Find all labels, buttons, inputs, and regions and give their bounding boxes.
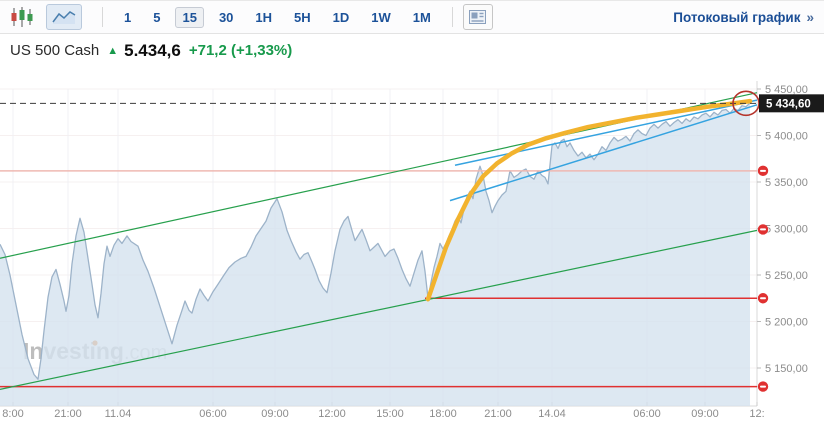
y-axis-labels: 5 450,00 5 400,00 5 350,00 5 300,00 5 250,00… — [765, 84, 808, 375]
last-price: 5.434,6 — [124, 40, 181, 60]
price-area-series — [0, 102, 751, 406]
chart-toolbar: 1 5 15 30 1H 5H 1D 1W 1M Потоковый график» — [0, 1, 824, 34]
svg-text:06:00: 06:00 — [199, 408, 227, 420]
svg-text:12:: 12: — [749, 408, 764, 420]
svg-text:21:00: 21:00 — [54, 408, 82, 420]
svg-text:06:00: 06:00 — [633, 408, 661, 420]
timeframe-30[interactable]: 30 — [218, 9, 234, 25]
price-up-arrow-icon: ▲ — [107, 44, 119, 57]
price-chart-svg[interactable]: Investing.com5 450,005 400,005 350,005 3… — [0, 67, 824, 429]
timeframe-1m[interactable]: 1M — [412, 9, 431, 25]
symbol-row: US 500 Cash ▲ 5.434,6 +71,2 (+1,33%) — [0, 34, 824, 67]
news-panel-button[interactable] — [462, 4, 493, 30]
axis-alert-markers[interactable] — [757, 165, 769, 392]
chevron-right-icon: » — [806, 9, 814, 25]
svg-text:5 150,00: 5 150,00 — [765, 363, 808, 375]
timeframe-5[interactable]: 5 — [153, 9, 161, 25]
x-axis-labels: 8:00 21:00 11.04 06:00 09:00 12:00 15:00 18:00 2… — [2, 408, 764, 420]
timeframe-1w[interactable]: 1W — [371, 9, 391, 25]
news-panel-icon — [469, 10, 487, 24]
svg-text:21:00: 21:00 — [484, 408, 512, 420]
symbol-name: US 500 Cash — [10, 42, 100, 59]
horizontal-levels[interactable] — [0, 170, 757, 388]
svg-text:5 434,60: 5 434,60 — [766, 98, 811, 110]
timeframe-15[interactable]: 15 — [175, 6, 204, 28]
yellow-trend-curve[interactable] — [425, 98, 753, 302]
svg-text:18:00: 18:00 — [429, 408, 457, 420]
svg-text:5 400,00: 5 400,00 — [765, 131, 808, 143]
blue-trend-upper — [454, 99, 758, 166]
svg-text:5 200,00: 5 200,00 — [765, 317, 808, 329]
svg-text:09:00: 09:00 — [261, 408, 289, 420]
svg-text:5 450,00: 5 450,00 — [765, 84, 808, 96]
svg-text:5 250,00: 5 250,00 — [765, 270, 808, 282]
svg-text:15:00: 15:00 — [376, 408, 404, 420]
timeframe-list: 1 5 15 30 1H 5H 1D 1W 1M — [113, 6, 442, 28]
timeframe-5h[interactable]: 5H — [294, 9, 311, 25]
area-chart-icon — [52, 9, 76, 25]
timeframe-1d[interactable]: 1D — [332, 9, 350, 25]
candlestick-chart-icon[interactable] — [10, 6, 34, 28]
svg-text:5 300,00: 5 300,00 — [765, 224, 808, 236]
streaming-chart-link[interactable]: Потоковый график » — [673, 10, 814, 25]
green-channel-lower — [0, 229, 758, 390]
timeframe-1[interactable]: 1 — [124, 9, 132, 25]
area-chart-button[interactable] — [46, 4, 82, 30]
toolbar-separator — [102, 7, 103, 27]
svg-text:8:00: 8:00 — [2, 408, 23, 420]
price-change: +71,2 (+1,33%) — [188, 42, 293, 59]
current-price-badge: 5 434,60 — [759, 94, 824, 113]
svg-text:14.04: 14.04 — [538, 408, 566, 420]
chart-area[interactable]: Investing.com5 450,005 400,005 350,005 3… — [0, 67, 824, 429]
streaming-chart-link-label: Потоковый график — [673, 9, 801, 25]
svg-text:11.04: 11.04 — [105, 408, 132, 420]
toolbar-separator-2 — [451, 7, 453, 27]
svg-text:09:00: 09:00 — [691, 408, 719, 420]
blue-trend-lower — [449, 104, 758, 202]
timeframe-1h[interactable]: 1H — [255, 9, 273, 25]
svg-text:12:00: 12:00 — [318, 408, 346, 420]
svg-text:5 350,00: 5 350,00 — [765, 177, 808, 189]
